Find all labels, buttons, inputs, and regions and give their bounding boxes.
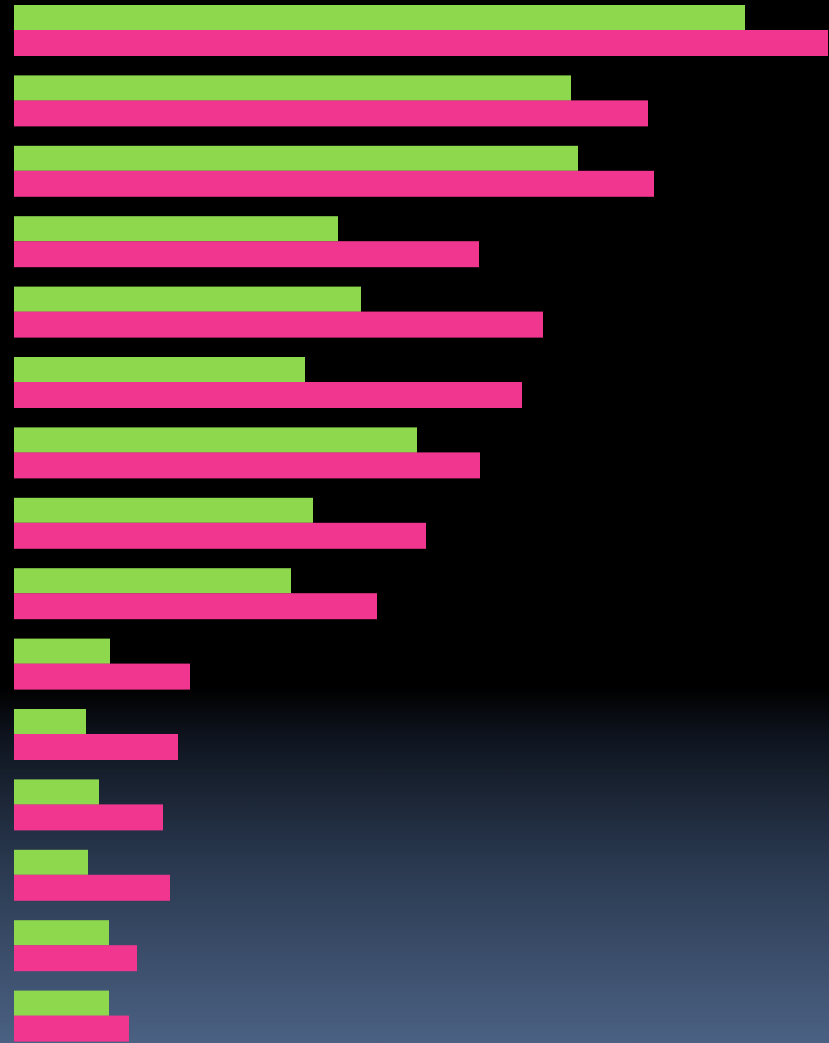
bar <box>14 990 109 1016</box>
bar <box>14 216 338 242</box>
bar <box>14 497 313 523</box>
bar <box>14 522 426 549</box>
bar <box>14 30 828 56</box>
bar <box>14 357 305 382</box>
bar <box>14 849 88 875</box>
bar <box>14 734 178 760</box>
bar <box>14 170 654 197</box>
bar <box>14 920 109 946</box>
bar <box>14 452 480 479</box>
bar <box>14 874 170 901</box>
bar <box>14 945 137 972</box>
bar <box>14 311 543 338</box>
bar <box>14 75 571 101</box>
bar <box>14 779 99 805</box>
bar <box>14 804 163 831</box>
bar <box>14 593 377 620</box>
bar <box>14 5 745 30</box>
bar <box>14 638 110 664</box>
bar <box>14 568 291 594</box>
bar <box>14 382 522 408</box>
bar <box>14 145 578 171</box>
bar <box>14 286 361 312</box>
bar <box>14 100 648 127</box>
bar <box>14 663 190 690</box>
bar <box>14 709 86 734</box>
bar <box>14 1015 129 1042</box>
bar <box>14 241 479 268</box>
bar <box>14 427 417 453</box>
